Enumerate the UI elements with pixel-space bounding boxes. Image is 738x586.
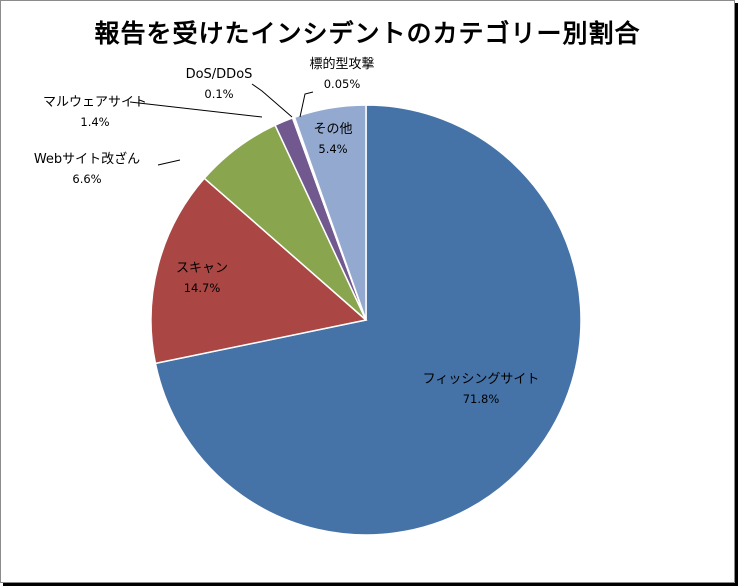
slice-label: Webサイト改ざん bbox=[34, 151, 140, 167]
slice-percent: 0.05% bbox=[324, 77, 361, 91]
slice-percent: 0.1% bbox=[204, 87, 233, 101]
slice-percent: 6.6% bbox=[72, 172, 101, 186]
slice-percent: 71.8% bbox=[463, 392, 500, 406]
slice-label: その他 bbox=[313, 122, 352, 137]
chart-title: 報告を受けたインシデントのカテゴリー別割合 bbox=[94, 19, 641, 48]
frame-shadow-right bbox=[735, 3, 738, 586]
slice-label: スキャン bbox=[176, 261, 228, 276]
slice-percent: 14.7% bbox=[184, 281, 221, 295]
slice-percent: 5.4% bbox=[318, 142, 347, 156]
leader-line bbox=[157, 159, 181, 166]
slice-label: 標的型攻撃 bbox=[309, 56, 374, 72]
slice-label: マルウェアサイト bbox=[43, 95, 147, 110]
leader-line bbox=[251, 83, 293, 118]
pie-slice bbox=[154, 104, 582, 536]
leader-line bbox=[299, 91, 314, 118]
slice-percent: 1.4% bbox=[80, 115, 109, 129]
leader-line bbox=[129, 101, 263, 118]
frame-shadow-bottom bbox=[3, 583, 738, 586]
pie-slice bbox=[293, 104, 367, 321]
pie-slice bbox=[150, 177, 368, 365]
slice-label: DoS/DDoS bbox=[186, 67, 253, 82]
slice-label: フィッシングサイト bbox=[423, 372, 540, 387]
